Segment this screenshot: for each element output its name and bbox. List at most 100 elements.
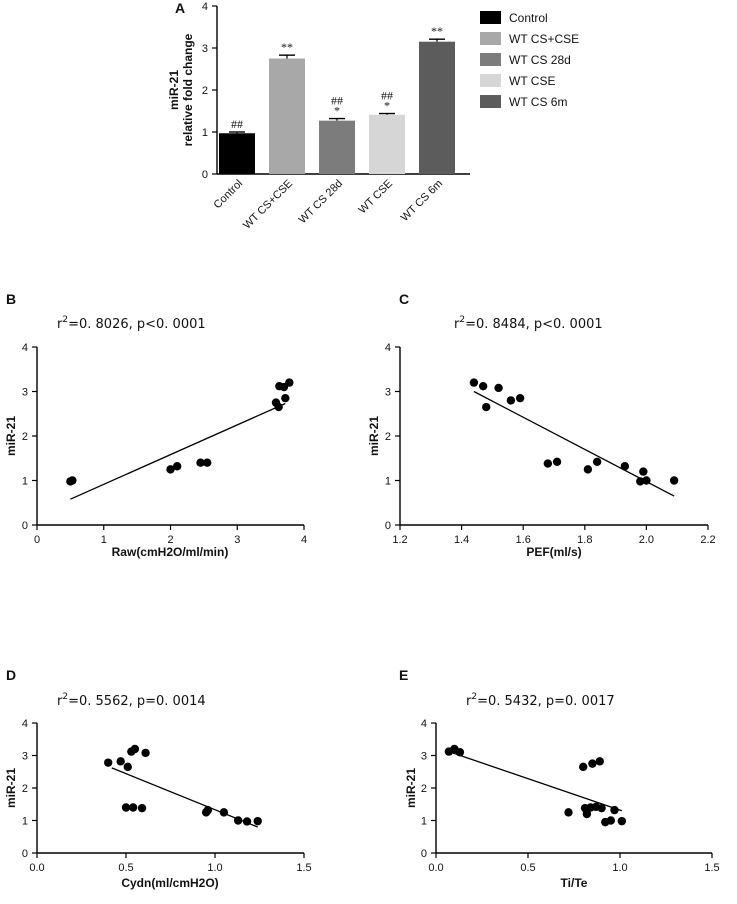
data-point [253,816,262,826]
data-point [469,378,479,387]
data-point [617,816,627,826]
data-point [104,758,113,767]
y-axis-label-c: miR-21 [367,416,381,456]
bar [319,120,355,174]
y-tick-label-a: 1 [202,127,208,139]
category-label: WT CSE [357,178,396,217]
x-tick-label-b: 2 [167,534,173,546]
y-tick-label-a: 2 [202,85,208,97]
legend-label: WT CS 6m [509,95,567,109]
y-tick-label-c: 2 [385,431,391,443]
x-tick-label-b: 3 [234,534,240,546]
data-point [285,378,294,387]
data-point [455,748,465,757]
data-point [478,381,488,391]
y-tick-label-a: 0 [202,169,208,181]
y-tick-label-c: 3 [385,387,391,399]
data-point [242,817,252,826]
data-point [128,803,138,812]
stat-text: r [454,317,460,332]
y-tick-label-c: 4 [385,342,391,354]
legend-swatch [480,53,501,66]
x-axis-label-d: Cydn(ml/cmH2O) [121,876,218,890]
x-tick-label-e: 0.0 [428,862,443,874]
significance-marker: ** [431,24,443,38]
y-tick-label-e: 1 [421,816,427,828]
data-point [482,402,491,412]
category-label: WT CS 28d [297,178,346,227]
y-tick-label-d: 1 [22,816,28,828]
legend-swatch [480,74,501,87]
y-tick-label-d: 0 [22,848,28,860]
stat-superscript: 2 [459,315,465,325]
panel-label-b: B [6,291,16,307]
bar [219,133,255,174]
data-point [592,457,602,467]
data-point [669,476,679,485]
x-axis-label-b: Raw(cmH2O/ml/min) [112,545,229,559]
stat-text: =0. 8026, p<0. 0001 [68,317,206,332]
data-point [141,748,150,758]
category-label: Control [212,178,246,212]
data-point [123,762,132,772]
significance-marker: * [334,104,340,118]
data-point [610,805,619,815]
x-tick-label-c: 1.8 [577,534,592,546]
data-point [166,465,175,474]
data-point [116,757,125,766]
y-tick-label-b: 4 [22,342,28,354]
significance-marker: ## [231,117,243,131]
y-tick-label-e: 3 [421,751,427,763]
data-point [494,383,503,393]
stat-superscript: 2 [62,692,68,702]
y-tick-label-a: 3 [202,43,208,55]
y-axis-label-b: miR-21 [4,416,18,456]
bar [269,58,305,174]
data-point [506,396,516,405]
regression-line-b [70,402,286,500]
bar [369,114,405,174]
x-tick-label-b: 0 [34,534,40,546]
x-tick-label-b: 1 [101,534,107,546]
x-tick-label-c: 1.4 [454,534,469,546]
y-tick-label-b: 1 [22,476,28,488]
x-tick-label-c: 1.2 [392,534,407,546]
y-axis-label-e: miR-21 [404,768,418,808]
data-point [196,458,205,467]
stat-label-c: r2=0. 8484, p<0. 0001 [454,315,603,332]
bar [419,41,455,175]
x-tick-label-c: 2.2 [700,534,715,546]
panel-label-c: C [399,291,409,307]
data-point [639,467,648,476]
data-point [137,803,147,813]
data-point [552,457,562,467]
stat-text: r [57,694,63,709]
y-tick-label-e: 0 [421,848,427,860]
data-point [564,808,573,817]
y-tick-label-b: 0 [22,520,28,532]
data-point [219,808,229,817]
stat-superscript: 2 [471,692,477,702]
data-point [579,762,588,772]
y-tick-label-a: 4 [202,1,208,13]
y-axis-label-d: miR-21 [4,768,18,808]
data-point [203,805,213,815]
x-tick-label-e: 1.5 [704,862,719,874]
stat-superscript: 2 [62,315,68,325]
x-tick-label-c: 2.0 [639,534,654,546]
stat-text: =0. 5432, p=0. 0017 [477,694,615,709]
x-tick-label-e: 1.0 [612,862,627,874]
stat-text: r [57,317,63,332]
data-point [543,459,553,468]
panel-label-a: A [175,0,185,16]
x-axis-label-e: Ti/Te [561,876,588,890]
x-tick-label-d: 0.0 [29,862,44,874]
significance-marker: ** [281,40,293,54]
data-point [203,458,212,467]
legend-label: Control [509,11,548,25]
regression-line-e [448,750,623,812]
legend-swatch [480,95,501,108]
x-axis-label-c: PEF(ml/s) [526,545,581,559]
significance-marker: ## [381,89,393,103]
stat-text: r [466,694,472,709]
